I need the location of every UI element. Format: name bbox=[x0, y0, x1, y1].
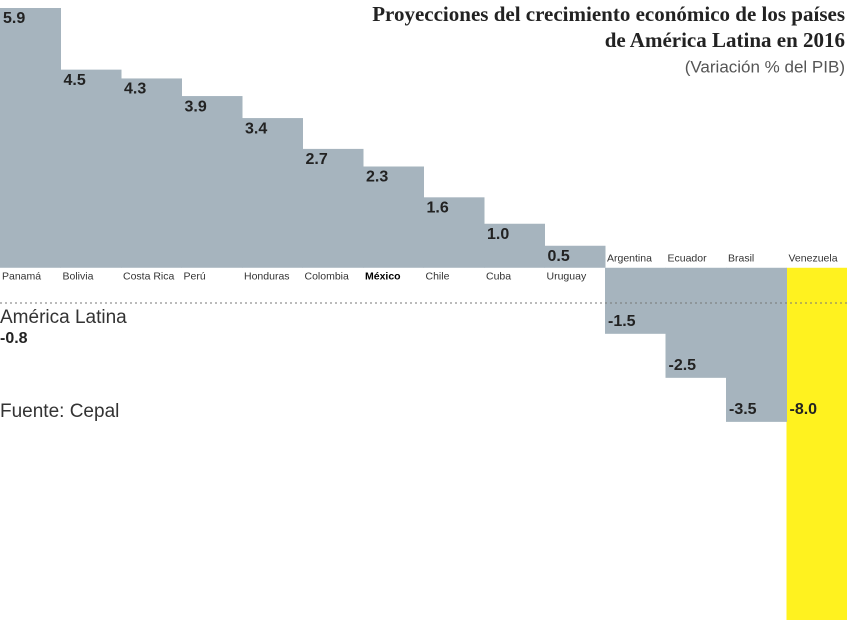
bar bbox=[605, 267, 666, 334]
x-tick-label: Honduras bbox=[244, 271, 290, 283]
bar bbox=[60, 69, 122, 268]
bar bbox=[786, 267, 847, 620]
x-tick-label: Bolivia bbox=[63, 271, 94, 283]
x-tick-label: Costa Rica bbox=[123, 271, 175, 283]
value-label: -8.0 bbox=[790, 401, 818, 418]
chart-title: Proyecciones del crecimiento económico d… bbox=[372, 2, 845, 26]
x-tick-label: México bbox=[365, 271, 401, 283]
bar bbox=[423, 197, 485, 268]
value-label: 4.5 bbox=[64, 72, 86, 89]
x-tick-label: Venezuela bbox=[789, 253, 838, 265]
reference-label: América Latina bbox=[0, 307, 127, 328]
x-tick-label: Colombia bbox=[305, 271, 350, 283]
value-label: 0.5 bbox=[548, 248, 570, 265]
x-tick-label: Chile bbox=[426, 271, 450, 283]
x-tick-label: Panamá bbox=[2, 271, 41, 283]
bar bbox=[181, 96, 243, 268]
bar bbox=[0, 8, 61, 268]
x-tick-label: Perú bbox=[184, 271, 206, 283]
bar bbox=[726, 267, 787, 422]
value-label: 1.0 bbox=[487, 226, 509, 243]
value-label: -1.5 bbox=[608, 313, 636, 330]
value-label: 5.9 bbox=[3, 10, 25, 27]
bar bbox=[544, 245, 606, 268]
chart-title: de América Latina en 2016 bbox=[605, 28, 845, 52]
x-tick-label: Uruguay bbox=[547, 271, 587, 283]
x-tick-label: Argentina bbox=[607, 253, 652, 265]
value-label: -2.5 bbox=[669, 357, 697, 374]
value-label: 2.7 bbox=[306, 151, 328, 168]
value-label: 4.3 bbox=[124, 81, 146, 98]
bar bbox=[363, 166, 424, 268]
reference-value: -0.8 bbox=[0, 330, 28, 347]
value-label: 3.4 bbox=[245, 120, 267, 137]
bar bbox=[242, 118, 303, 268]
bar bbox=[665, 267, 727, 378]
chart-subtitle: (Variación % del PIB) bbox=[685, 57, 845, 76]
value-label: 2.3 bbox=[366, 169, 388, 186]
x-tick-label: Brasil bbox=[728, 253, 754, 265]
source: Fuente: Cepal bbox=[0, 401, 119, 422]
value-label: -3.5 bbox=[729, 401, 757, 418]
x-tick-label: Ecuador bbox=[668, 253, 708, 265]
value-label: 3.9 bbox=[185, 98, 207, 115]
value-label: 1.6 bbox=[427, 200, 449, 217]
bar bbox=[121, 78, 182, 268]
bar bbox=[302, 148, 364, 268]
x-tick-label: Cuba bbox=[486, 271, 511, 283]
bar bbox=[484, 223, 545, 268]
